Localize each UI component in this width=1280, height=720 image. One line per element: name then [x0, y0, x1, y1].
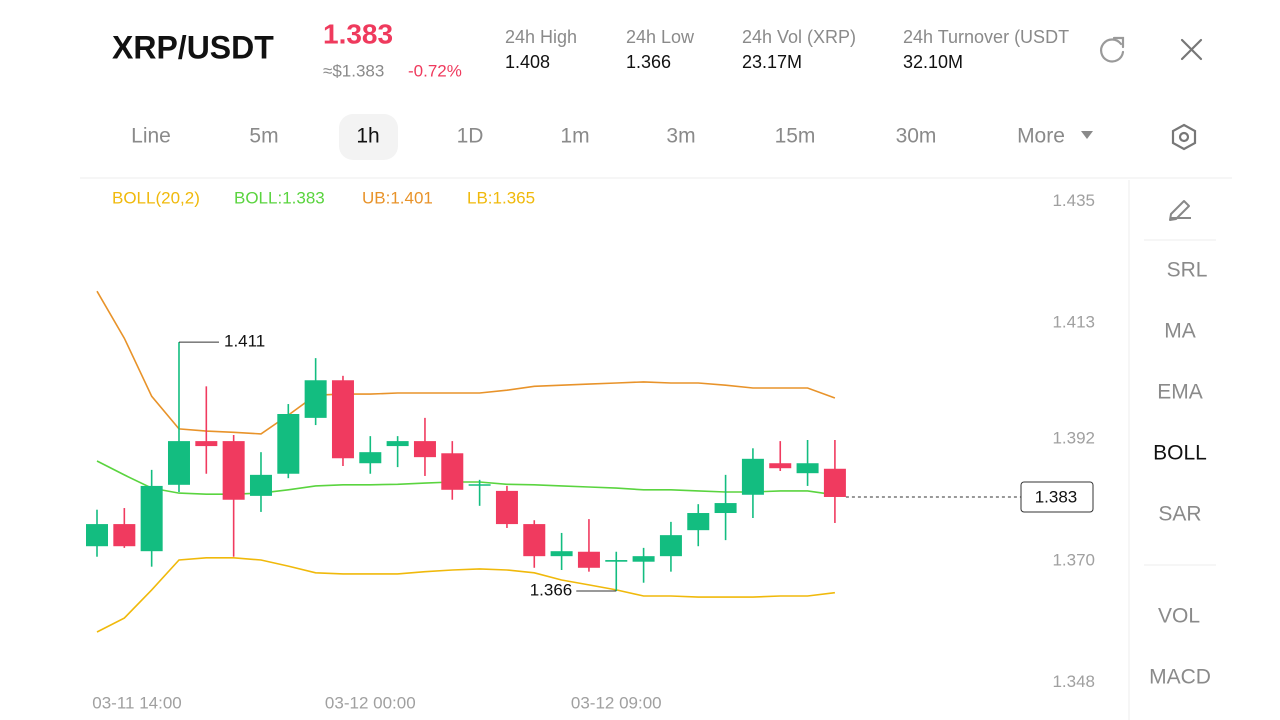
tab[interactable]: 30m	[896, 125, 937, 148]
tab[interactable]: More	[1017, 125, 1065, 148]
x-tick-label: 03-12 09:00	[571, 693, 662, 712]
indicator-legend: LB:1.365	[467, 188, 535, 207]
candle-body	[577, 551, 600, 568]
candle-body	[140, 485, 163, 552]
candle-body	[523, 524, 546, 557]
tab[interactable]: 15m	[775, 125, 816, 148]
stat-value: 1.366	[626, 52, 671, 72]
candle-body	[195, 441, 218, 447]
side-item[interactable]: MACD	[1149, 666, 1211, 689]
side-item[interactable]: MA	[1164, 320, 1196, 343]
stat-value: 32.10M	[903, 52, 963, 72]
low-label: 1.366	[530, 581, 573, 600]
side-item[interactable]: SRL	[1167, 259, 1208, 282]
settings-icon[interactable]	[1171, 123, 1197, 151]
last-price-label: 1.383	[1035, 487, 1078, 506]
candle-body	[796, 463, 819, 474]
y-tick-label: 1.348	[1052, 672, 1095, 691]
overlay: BOLL(20,2) BOLL:1.383 UB:1.401 LB:1.365 1.43…	[92, 188, 1095, 712]
candle-body	[741, 458, 764, 495]
tab[interactable]: 1h	[356, 125, 379, 148]
candle-body	[222, 441, 245, 500]
last-price: 1.383	[323, 18, 393, 49]
candle-body	[249, 474, 272, 496]
candle-body	[659, 535, 682, 557]
draw-icon[interactable]	[1169, 200, 1191, 221]
candle-body	[468, 484, 491, 486]
candle-body	[413, 441, 436, 458]
y-tick-label: 1.413	[1052, 313, 1095, 332]
candle-body	[386, 441, 409, 447]
high-label: 1.411	[224, 332, 265, 351]
refresh-icon[interactable]	[1100, 36, 1125, 63]
boll-line	[96, 460, 836, 496]
stat-label: 24h Turnover (USDT	[903, 27, 1069, 47]
boll-line	[96, 556, 835, 633]
side-item[interactable]: EMA	[1157, 381, 1203, 404]
y-tick-label: 1.435	[1052, 191, 1095, 210]
usd-price: ≈$1.383	[323, 61, 384, 80]
boll-line	[96, 290, 836, 435]
x-tick-label: 03-12 00:00	[325, 693, 416, 712]
side-item[interactable]: SAR	[1158, 503, 1201, 526]
candle-body	[277, 414, 300, 474]
candle-body	[632, 556, 655, 562]
stat-label: 24h Vol (XRP)	[742, 27, 856, 47]
stat-label: 24h Low	[626, 27, 695, 47]
price-change: -0.72%	[408, 61, 462, 80]
candle-body	[113, 524, 136, 547]
candle-body	[331, 380, 354, 459]
stats: 24h High 1.408 24h Low 1.366 24h Vol (XR…	[505, 27, 1069, 72]
more-caret	[1081, 131, 1093, 139]
y-tick-label: 1.392	[1052, 429, 1095, 448]
last-price-box	[1020, 481, 1094, 513]
candle-body	[769, 463, 792, 469]
x-tick-label: 03-11 14:00	[92, 693, 181, 712]
tab[interactable]: 1D	[457, 125, 484, 148]
candle-body	[550, 551, 573, 557]
stat-value: 23.17M	[742, 52, 802, 72]
candle-body	[359, 452, 382, 464]
indicator-legend: BOLL(20,2)	[112, 188, 200, 207]
indicator-legend: UB:1.401	[362, 188, 433, 207]
candle-body	[86, 524, 108, 547]
candle-body	[167, 441, 190, 485]
tab[interactable]: 1m	[560, 125, 589, 148]
tab[interactable]: 3m	[666, 125, 695, 148]
candle-body	[714, 503, 737, 514]
indicator-legend: BOLL:1.383	[234, 188, 325, 207]
candle-body	[441, 453, 464, 490]
candle-body	[687, 513, 710, 531]
side-item[interactable]: BOLL	[1153, 442, 1207, 465]
stat-label: 24h High	[505, 27, 577, 47]
active-tab-bg	[339, 114, 398, 160]
candle-body	[304, 380, 327, 418]
side-item[interactable]: VOL	[1158, 605, 1200, 628]
tab[interactable]: 5m	[249, 125, 278, 148]
candle-body	[605, 560, 628, 562]
candle-body	[495, 490, 518, 525]
pair-title: XRP/USDT	[112, 29, 274, 65]
close-icon[interactable]	[1180, 38, 1203, 61]
candle-body	[823, 468, 846, 497]
stat-value: 1.408	[505, 52, 550, 72]
tab[interactable]: Line	[131, 125, 171, 148]
y-tick-label: 1.370	[1052, 550, 1095, 569]
plot	[86, 290, 846, 633]
